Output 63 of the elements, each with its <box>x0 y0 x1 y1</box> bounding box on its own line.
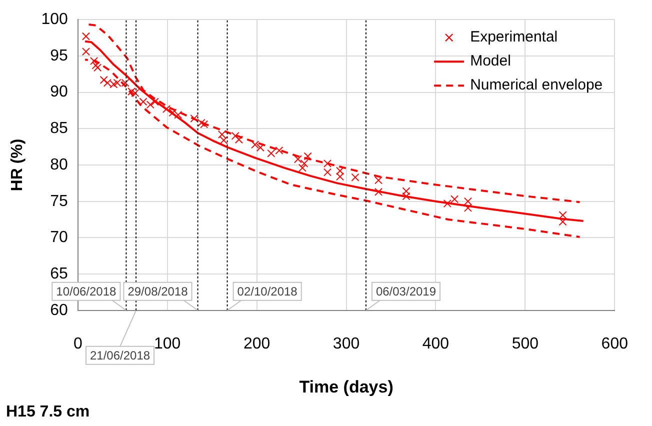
point <box>450 195 459 204</box>
x-tick-label: 100 <box>154 335 181 352</box>
point <box>174 110 182 119</box>
point <box>374 188 383 196</box>
x-tick-label: 600 <box>601 335 628 352</box>
point <box>351 173 360 182</box>
point <box>294 155 302 164</box>
y-tick-label: 90 <box>50 84 68 101</box>
point <box>82 48 90 56</box>
point <box>110 80 118 88</box>
point <box>275 146 284 154</box>
x-tick-label: 400 <box>422 335 450 352</box>
point <box>231 132 240 140</box>
point <box>103 78 112 87</box>
annotation: 29/08/2018 <box>128 284 188 299</box>
point <box>94 64 102 72</box>
point <box>256 144 264 152</box>
point <box>128 88 136 96</box>
annotation: 06/03/2019 <box>376 284 436 299</box>
point <box>113 78 122 87</box>
point <box>150 98 159 106</box>
point <box>443 199 452 208</box>
point <box>200 120 208 128</box>
y-tick-label: 70 <box>50 229 68 246</box>
point <box>250 140 260 149</box>
point <box>90 57 98 66</box>
y-axis-title: HR (%) <box>9 138 26 192</box>
y-tick-label: 100 <box>41 11 68 28</box>
point <box>190 114 198 123</box>
point <box>298 164 306 172</box>
y-tick-label: 85 <box>50 120 68 138</box>
x-axis-title: Time (days) <box>299 377 394 396</box>
y-tick-label: 60 <box>50 302 68 319</box>
point <box>100 76 108 84</box>
text: H15 7.5 cm <box>6 403 90 420</box>
point <box>92 61 100 70</box>
point <box>374 176 383 184</box>
annotation: 21/06/2018 <box>90 348 150 363</box>
legend-label: Experimental <box>470 28 558 46</box>
y-tick-label: 80 <box>50 156 68 174</box>
point <box>82 32 90 40</box>
y-tick-label: 65 <box>50 265 68 282</box>
point <box>304 152 312 160</box>
x-tick-label: 300 <box>332 335 360 352</box>
y-tick-label: 95 <box>50 47 68 64</box>
legend-label: Numerical envelope <box>470 76 603 94</box>
point <box>139 98 148 106</box>
point <box>300 160 308 168</box>
point <box>146 100 154 109</box>
x-tick-label: 0 <box>73 335 82 352</box>
point <box>234 136 243 144</box>
x-tick-label: 500 <box>512 335 539 352</box>
point <box>168 108 177 117</box>
point <box>162 104 170 114</box>
y-tick-label: 75 <box>50 192 68 210</box>
point <box>121 78 130 87</box>
point <box>131 88 140 98</box>
annotation: 10/06/2018 <box>56 284 117 299</box>
point <box>267 149 276 158</box>
x-tick-label: 200 <box>243 335 270 352</box>
point <box>197 118 206 127</box>
legend-label: Model <box>470 52 511 70</box>
annotation: 02/10/2018 <box>237 284 298 299</box>
